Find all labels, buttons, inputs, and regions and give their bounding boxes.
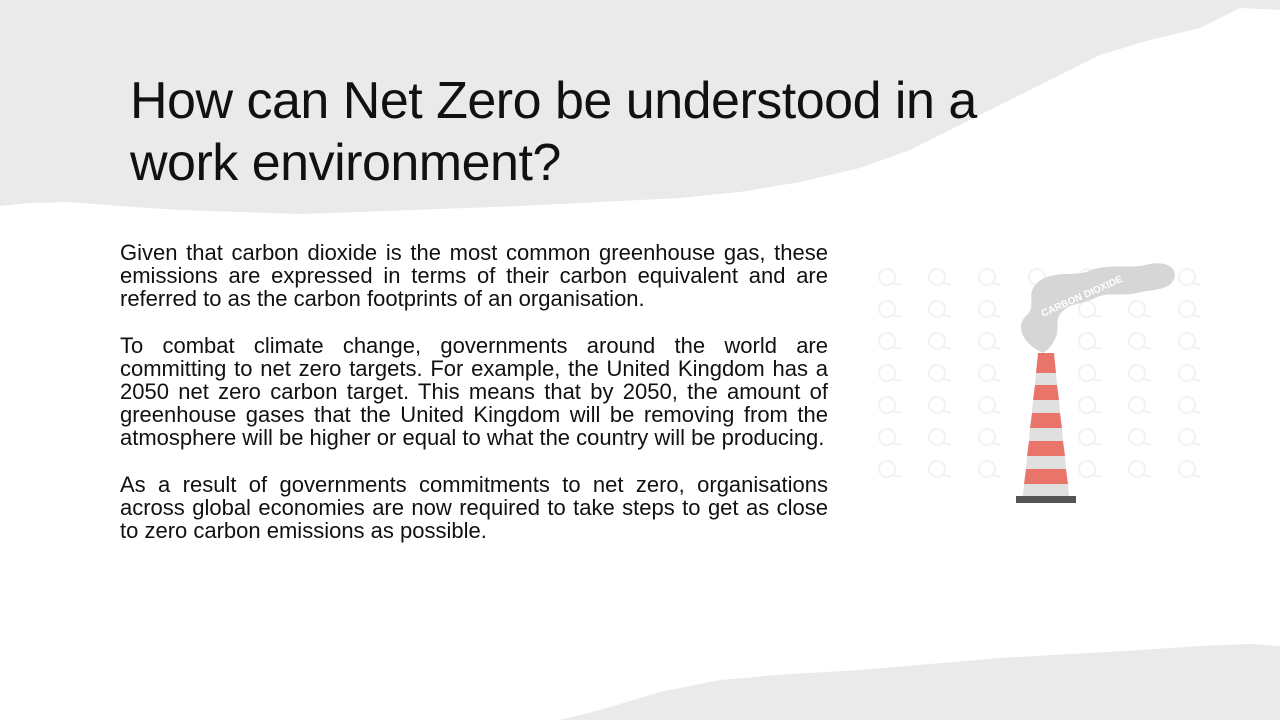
slide-title: How can Net Zero be understood in a work… [130,72,977,192]
chimney-smoke-icon: CARBON DIOXIDE [878,263,1202,503]
paragraph-carbon-footprint: Given that carbon dioxide is the most co… [120,240,828,311]
paragraph-organisations: As a result of governments commitments t… [120,472,828,543]
body-text: Given that carbon dioxide is the most co… [120,240,828,568]
torn-paper-top [0,0,1280,214]
torn-paper-bottom [560,644,1280,720]
paragraph-net-zero-targets: To combat climate change, governments ar… [120,333,828,450]
smoke-cloud [1020,263,1175,353]
chimney [1016,353,1076,503]
watermark-pattern [878,268,1202,478]
